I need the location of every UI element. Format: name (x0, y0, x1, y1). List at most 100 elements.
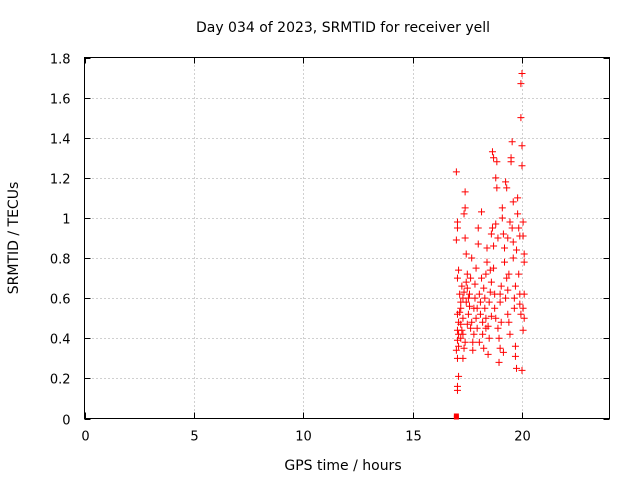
data-point (511, 342, 519, 350)
data-point (514, 194, 522, 202)
data-point (462, 278, 470, 286)
data-point (474, 224, 482, 232)
data-point (469, 346, 477, 354)
data-point (508, 138, 516, 146)
y-tick-labels: 0 0.2 0.4 0.6 0.8 1 1.2 1.4 1.6 1.8 (50, 53, 71, 429)
data-point (501, 258, 508, 266)
y-tick-label: 1 (62, 213, 70, 228)
data-point (492, 220, 500, 228)
data-point (453, 224, 461, 232)
data-point (507, 154, 515, 162)
data-point (462, 250, 470, 258)
data-point (502, 178, 510, 186)
x-tick-labels: 0 5 10 15 20 (81, 430, 530, 445)
data-point (499, 230, 507, 238)
data-point (511, 282, 519, 290)
data-point (503, 184, 511, 192)
data-point (470, 330, 478, 338)
data-point (487, 278, 495, 286)
data-point (504, 286, 512, 294)
data-point (476, 310, 484, 318)
data-point (504, 310, 512, 318)
data-point (508, 224, 516, 232)
data-point (453, 386, 461, 394)
data-point (478, 208, 486, 216)
data-point (513, 364, 521, 372)
data-point (466, 290, 473, 298)
data-point (520, 250, 528, 258)
data-point (453, 413, 459, 418)
data-point (468, 254, 476, 262)
data-point (460, 344, 468, 352)
y-tick-label: 0.8 (50, 253, 71, 268)
data-point (471, 280, 479, 288)
data-point (511, 352, 519, 360)
data-point (479, 330, 487, 338)
data-point (486, 288, 494, 296)
data-point (455, 266, 463, 274)
data-point (471, 294, 479, 302)
x-tick-label: 0 (81, 430, 89, 445)
y-tick-label: 1.4 (50, 133, 71, 148)
data-point (502, 294, 510, 302)
data-point (481, 304, 489, 312)
data-point (457, 334, 465, 342)
data-point (516, 300, 524, 308)
data-point (453, 218, 461, 226)
data-point (452, 346, 460, 354)
y-tick-label: 0.6 (50, 293, 71, 308)
data-point (452, 236, 460, 244)
data-point (457, 320, 465, 328)
data-point (488, 224, 496, 232)
data-point (505, 318, 513, 326)
data-point (459, 314, 467, 322)
data-point (510, 304, 518, 312)
data-point (456, 290, 464, 298)
data-point (493, 184, 501, 192)
data-point (509, 198, 517, 206)
data-point (473, 304, 481, 312)
data-point (484, 350, 492, 358)
data-point (505, 270, 513, 278)
data-point (481, 294, 489, 302)
data-point (490, 242, 498, 250)
data-point (476, 298, 484, 306)
data-point (519, 304, 527, 312)
data-point (482, 270, 490, 278)
data-point (463, 270, 471, 278)
data-point (520, 314, 528, 322)
data-point (494, 234, 502, 242)
plot-frame (84, 57, 610, 419)
data-point (501, 244, 508, 252)
data-point (472, 314, 480, 322)
data-point (492, 174, 500, 182)
data-point (499, 348, 507, 356)
data-point (461, 188, 469, 196)
y-tick-label: 0 (62, 414, 70, 429)
data-point (497, 318, 505, 326)
data-point (517, 114, 525, 122)
data-point (482, 324, 490, 332)
data-point (469, 338, 477, 346)
y-axis-label: SRMTID / TECUs (6, 182, 22, 295)
data-point (494, 324, 502, 332)
data-point (455, 372, 463, 380)
y-tick-label: 0.4 (50, 333, 71, 348)
data-point (514, 210, 522, 218)
data-point (487, 312, 495, 320)
data-point (453, 415, 459, 420)
data-point (483, 244, 491, 252)
x-tick-label: 5 (190, 430, 198, 445)
data-point (496, 298, 504, 306)
data-point (515, 224, 523, 232)
data-point (490, 154, 498, 162)
data-points (452, 70, 528, 420)
data-point (466, 302, 473, 310)
data-point (495, 334, 503, 342)
data-point (452, 168, 460, 176)
data-point (461, 338, 469, 346)
data-point (464, 310, 472, 318)
data-point (518, 70, 526, 78)
data-point (461, 204, 469, 212)
